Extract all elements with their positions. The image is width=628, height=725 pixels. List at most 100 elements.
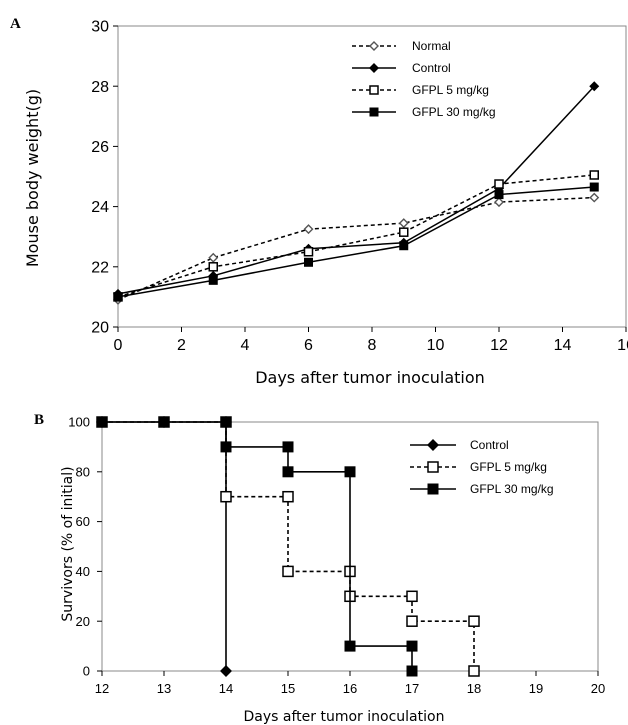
panel-a-y-tick-label: 24 [91,199,109,216]
panel-b-series-gfpl-30-mg-kg-point [158,416,170,428]
panel-b-series-control [96,416,232,677]
panel-a-series-normal-point [494,197,504,208]
panel-a-plot-frame [117,25,627,328]
panel-a-y-tick-label: 28 [91,79,109,96]
panel-b-x-tick-label: 17 [405,681,419,696]
panel-a-series-gfpl-30-mg-kg-point [208,275,218,285]
panel-a-label: A [10,16,21,32]
panel-a-series-gfpl-30-mg-kg-point [589,182,599,192]
panel-a-legend-swatch-marker [369,85,379,95]
panel-a-series-control-line [117,85,595,295]
panel-a-x-tick-label: 2 [177,337,186,354]
panel-a-y-tick-label: 22 [91,259,109,276]
panel-b-series-gfpl-30-mg-kg-point [406,640,418,652]
panel-b-legend: Control GFPL 5 mg/kg GFPL 30 mg/kg [410,438,554,496]
panel-b-series-gfpl-5-mg-kg-point [406,590,418,603]
panel-a-x-tick-label: 14 [554,337,572,354]
panel-b-y-tick-label: 40 [76,564,90,579]
panel-b-y-axis-title: Survivors (% of initial) [60,466,76,621]
panel-a-legend-swatch-marker [369,63,379,73]
panel-a-legend-label-gfpl-30-mg-kg: GFPL 30 mg/kg [412,105,496,119]
panel-b-x-axis-title: Days after tumor inoculation [244,709,445,725]
panel-b-series-gfpl-5-mg-kg-point [282,490,294,503]
panel-b-x-tick-label: 14 [219,681,233,696]
panel-a-x-tick-label: 10 [427,337,445,354]
panel-b-legend-label-control: Control [470,438,509,452]
panel-b-series-gfpl-30-mg-kg-point [220,416,232,428]
panel-b-x-tick-label: 16 [343,681,357,696]
panel-a-series-gfpl-30-mg-kg-point [399,241,409,251]
panel-b-legend-label-gfpl-5-mg-kg: GFPL 5 mg/kg [470,460,547,474]
panel-b-series-control-line [102,421,227,671]
panel-a-y-axis-title: Mouse body weight(g) [23,89,42,267]
panel-b-y-tick-label: 60 [76,514,90,529]
panel-a-series-control-point [589,81,600,92]
panel-b-y-tick-label: 100 [68,415,90,430]
panel-a-series-gfpl-5-mg-kg-point [303,247,314,257]
panel-a-x-tick-label: 12 [490,337,508,354]
panel-b-y-tick-label: 80 [76,464,90,479]
panel-a-series-normal [113,192,600,305]
panel-a-x-tick-label: 0 [114,337,123,354]
panel-b-series-gfpl-5-mg-kg-point [282,565,294,578]
panel-a-legend-label-normal: Normal [412,39,451,53]
panel-b-x-tick-label: 18 [467,681,481,696]
panel-b-series-gfpl-5-mg-kg-point [468,665,480,677]
panel-b-series-gfpl-30-mg-kg-line [102,421,413,671]
panel-b-legend-label-gfpl-30-mg-kg: GFPL 30 mg/kg [470,482,554,496]
panel-b-x-tick-label: 20 [591,681,605,696]
panel-a-legend-swatch-marker [369,107,379,117]
panel-b-legend-swatch-marker [427,461,439,473]
panel-a-series-normal-point [303,224,314,235]
panel-a-y-tick-label: 20 [91,320,109,337]
panel-a-series-gfpl-30-mg-kg-point [304,257,313,267]
panel-a-x-tick-label: 4 [241,337,250,354]
panel-b-y-tick-label: 0 [83,664,90,679]
panel-a-y-tick-label: 26 [91,139,109,156]
panel-b-series-gfpl-30-mg-kg-point [282,441,294,453]
panel-b-legend-swatch-marker [427,483,439,495]
panel-a-series-gfpl-5-mg-kg-point [494,179,504,189]
panel-a-series-gfpl-5-mg-kg-point [208,262,218,272]
panel-a-y-tick-label: 30 [91,19,109,36]
panel-b-series-gfpl-5-mg-kg-point [406,615,418,627]
panel-a-x-tick-label: 6 [304,337,313,354]
panel-b-series-gfpl-30-mg-kg-point [96,416,108,428]
panel-a-legend-label-control: Control [412,61,451,75]
panel-a-series-gfpl-30-mg-kg-point [113,292,123,302]
panel-b-series-gfpl-30-mg-kg-point [220,441,232,453]
panel-b-x-tick-label: 15 [281,681,295,696]
panel-b-series-gfpl-30-mg-kg-point [282,466,294,478]
panel-b-series-gfpl-5-mg-kg-point [468,615,480,627]
panel-b-series-gfpl-30-mg-kg-point [344,466,356,478]
panel-b-series-gfpl-5-mg-kg-point [220,490,232,503]
panel-b-y-tick-label: 20 [76,614,90,629]
panel-a-legend: Normal Control GFPL 5 mg/kg GFPL 30 mg/kg [352,39,496,119]
panel-a-series-gfpl-30-mg-kg [113,182,599,302]
panel-b-label: B [34,412,44,428]
panel-a-series-control [113,81,600,299]
panel-a-series-normal-point [208,252,219,263]
panel-a-series-gfpl-5-mg-kg-line [117,174,595,298]
panel-b-series-gfpl-30-mg-kg [96,416,418,677]
panel-b-series-gfpl-30-mg-kg-point [406,665,418,677]
panel-b: B 12 13 14 15 16 17 18 19 20 0 20 40 60 80 100 Control… [34,412,605,725]
panel-a-series-gfpl-5-mg-kg-point [589,170,599,180]
panel-a-series-gfpl-5-mg-kg-point [399,227,409,237]
panel-b-legend-swatch-marker [427,439,439,451]
panel-b-x-tick-label: 12 [95,681,109,696]
panel-b-x-tick-label: 13 [157,681,171,696]
panel-a-x-tick-label: 16 [617,337,628,354]
panel-b-series-gfpl-30-mg-kg-point [344,640,356,652]
panel-b-x-tick-label: 19 [529,681,543,696]
panel-a-series-gfpl-30-mg-kg-line [117,186,595,298]
panel-a-legend-label-gfpl-5-mg-kg: GFPL 5 mg/kg [412,83,489,97]
panel-a-series-normal-point [589,192,600,203]
panel-a-series-normal-point [398,218,409,229]
panel-a-series-gfpl-30-mg-kg-point [494,190,504,200]
panel-b-series-control-point [220,665,232,677]
panel-a-x-axis-title: Days after tumor inoculation [255,368,485,387]
panel-a-series-normal-line [117,196,595,301]
panel-a: A 0246810121416202224262830 NormalContro… [10,16,628,387]
